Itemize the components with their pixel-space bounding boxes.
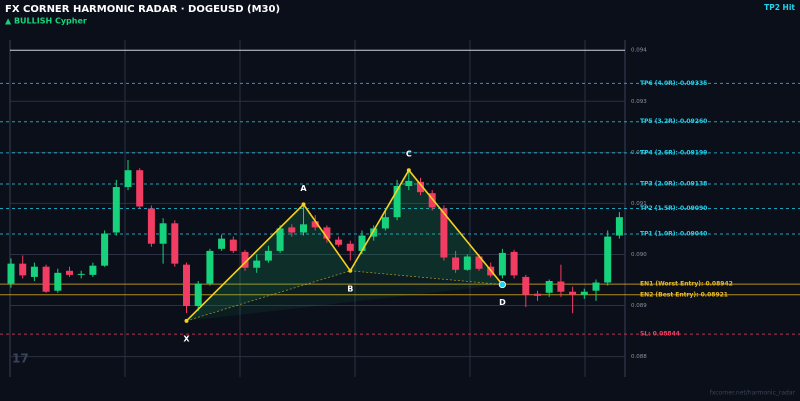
pattern-point [498, 280, 506, 289]
candle-body [498, 252, 506, 276]
pattern-point [406, 168, 411, 173]
pattern-dashed-leg [186, 270, 351, 322]
candle-body [335, 239, 343, 245]
candle-body [393, 186, 401, 218]
candle-body [522, 276, 530, 295]
candle-body [475, 256, 483, 269]
candle-body [54, 272, 62, 291]
candle-body [112, 187, 120, 233]
candle-body [206, 250, 214, 284]
candle-body [311, 221, 319, 228]
label-layer: 0.094 0.093 0.092 0.091 0.090 0.089 0.088 TP6 (… [631, 48, 733, 360]
level-label: EN2 (Best Entry): 0.08921 [640, 291, 728, 298]
pattern-label: A [300, 184, 307, 193]
pattern-point [348, 268, 353, 273]
candle-body [405, 180, 413, 187]
candle-body [159, 223, 167, 244]
level-label: TP6 (4.0R): 0.09335 [640, 80, 707, 87]
level-layer [0, 82, 800, 335]
y-tick-label: 0.090 [631, 252, 647, 258]
candle-body [124, 170, 132, 188]
pattern-label: B [347, 284, 353, 293]
candle-body [276, 228, 284, 251]
candle-body [346, 243, 354, 251]
pattern-label: D [499, 298, 506, 307]
candle-body [452, 257, 460, 270]
candle-body [510, 251, 518, 276]
chart-title: FX CORNER HARMONIC RADAR · DOGEUSD (M30) [5, 4, 280, 15]
pattern-point [301, 202, 306, 207]
pattern-fill [350, 170, 503, 285]
level-label: TP5 (3.2R): 0.09260 [640, 118, 707, 125]
candle-body [229, 239, 237, 251]
y-tick-label: 0.094 [631, 48, 647, 54]
y-tick-label: 0.092 [631, 150, 647, 156]
level-label: TP2 (1.5R): 0.09090 [640, 205, 707, 212]
candle-body [428, 193, 436, 208]
candle-body [7, 263, 15, 284]
chart-subtitle: ▲ BULLISH Cypher [5, 17, 87, 26]
level-label: SL: 0.08844 [640, 331, 680, 338]
candle-body [370, 228, 378, 237]
candle-body [358, 235, 366, 251]
footer: fxcorner.net/harmonic_radar [710, 390, 796, 397]
candle-body [66, 270, 73, 275]
candle-body [580, 291, 588, 295]
candle-body [183, 264, 190, 307]
candle-body [171, 223, 179, 264]
candle-body [569, 291, 577, 295]
candle-body [77, 273, 85, 275]
candle-body [300, 224, 307, 233]
watermark: 17 [12, 352, 29, 366]
candle-layer [7, 159, 623, 314]
candle-body [592, 282, 600, 291]
status: TP2 Hit [764, 3, 795, 12]
y-tick-label: 0.089 [631, 303, 647, 309]
pattern-dashed-leg [350, 270, 503, 285]
candle-body [557, 281, 565, 292]
candle-body [194, 283, 202, 307]
level-label: TP4 (2.6R): 0.09199 [640, 149, 707, 156]
level-label: TP1 (1.0R): 0.09040 [640, 231, 707, 238]
candle-body [440, 208, 448, 258]
y-tick-label: 0.091 [631, 201, 647, 207]
candle-body [323, 227, 331, 239]
candle-body [545, 281, 553, 293]
candle-body [615, 217, 623, 236]
y-tick-label: 0.088 [631, 354, 647, 360]
level-label: TP3 (2.0R): 0.09138 [640, 180, 707, 187]
candle-body [101, 233, 109, 266]
candle-body [264, 250, 272, 261]
candle-body [253, 260, 261, 268]
candle-body [42, 266, 50, 292]
pattern-fill [186, 270, 503, 321]
pattern-point [184, 318, 189, 323]
candle-body [89, 265, 97, 275]
candle-body [218, 238, 226, 249]
candle-body [463, 256, 471, 270]
grid-layer [10, 49, 625, 358]
candle-body [534, 293, 541, 296]
pattern-label: C [406, 150, 412, 159]
candle-body [136, 170, 144, 207]
candle-body [19, 263, 27, 276]
candle-body [288, 227, 296, 233]
candle-body [147, 208, 155, 244]
candle-body [604, 236, 612, 283]
candle-body [241, 251, 249, 268]
pattern-label: X [183, 334, 190, 343]
candle-body [30, 266, 38, 277]
candle-body [417, 181, 424, 193]
level-label: EN1 (Worst Entry): 0.08942 [640, 281, 733, 288]
candle-body [381, 217, 389, 229]
y-tick-label: 0.093 [631, 99, 647, 105]
